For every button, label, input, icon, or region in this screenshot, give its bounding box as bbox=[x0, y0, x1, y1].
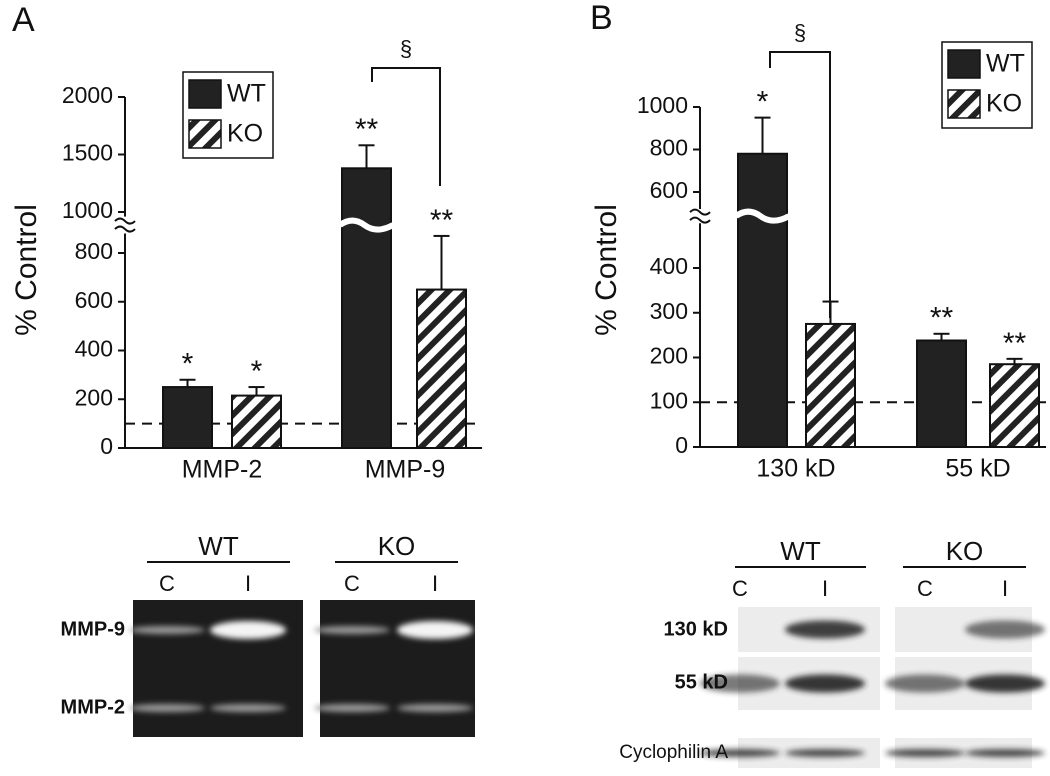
band bbox=[965, 620, 1045, 639]
legend-label: WT bbox=[227, 80, 266, 108]
y-tick-label: 400 bbox=[650, 253, 688, 279]
axis-break bbox=[689, 208, 711, 216]
row-label: 55 kD bbox=[675, 671, 728, 693]
band bbox=[785, 620, 865, 639]
band bbox=[700, 674, 780, 693]
bar bbox=[341, 167, 392, 450]
band bbox=[965, 749, 1045, 757]
lane-label: I bbox=[1002, 576, 1008, 601]
band bbox=[314, 626, 390, 634]
significance-mark: * bbox=[251, 355, 263, 388]
lane-label: C bbox=[917, 576, 933, 601]
band bbox=[965, 674, 1045, 693]
significance-mark: * bbox=[182, 348, 194, 381]
group-label: WT bbox=[198, 531, 239, 561]
y-tick-label: 1500 bbox=[62, 140, 113, 166]
bar bbox=[737, 152, 788, 448]
lane-label: I bbox=[432, 571, 438, 596]
legend-swatch bbox=[188, 119, 222, 149]
band bbox=[129, 704, 205, 712]
y-tick-label: 600 bbox=[75, 287, 113, 313]
y-tick-label: 800 bbox=[650, 135, 688, 161]
gel bbox=[320, 600, 475, 737]
row-label: MMP-9 bbox=[61, 618, 125, 640]
y-tick-label: 1000 bbox=[62, 197, 113, 223]
y-tick-label: 800 bbox=[75, 238, 113, 264]
axis-break bbox=[114, 225, 136, 233]
band bbox=[397, 621, 473, 639]
band bbox=[700, 749, 780, 757]
band bbox=[785, 674, 865, 693]
y-tick-label: 2000 bbox=[62, 82, 113, 108]
bar bbox=[805, 322, 856, 448]
lane-label: I bbox=[822, 576, 828, 601]
gel bbox=[133, 600, 303, 737]
axis-break bbox=[114, 217, 136, 225]
panel-label: B bbox=[590, 0, 613, 37]
y-axis-label: % Control bbox=[10, 204, 43, 336]
band bbox=[397, 704, 473, 712]
band bbox=[785, 749, 865, 757]
bar-break bbox=[734, 208, 791, 224]
legend-swatch bbox=[188, 79, 222, 109]
band bbox=[210, 704, 286, 712]
y-tick-label: 600 bbox=[650, 177, 688, 203]
lane-label: C bbox=[344, 571, 360, 596]
significance-mark: ** bbox=[930, 302, 954, 335]
significance-mark: * bbox=[757, 86, 769, 119]
y-tick-label: 200 bbox=[75, 384, 113, 410]
y-axis-label: % Control bbox=[590, 204, 623, 336]
y-tick-label: 1000 bbox=[637, 92, 688, 118]
legend-label: WT bbox=[986, 50, 1025, 78]
legend-swatch bbox=[947, 49, 981, 79]
significance-mark: ** bbox=[1003, 327, 1027, 360]
group-label: KO bbox=[378, 531, 416, 561]
y-tick-label: 400 bbox=[75, 336, 113, 362]
x-tick-label: MMP-9 bbox=[365, 456, 446, 484]
bar bbox=[916, 339, 967, 448]
lane-label: I bbox=[245, 571, 251, 596]
group-label: KO bbox=[946, 536, 984, 566]
lane-label: C bbox=[732, 576, 748, 601]
x-tick-label: MMP-2 bbox=[182, 456, 263, 484]
legend-label: KO bbox=[227, 120, 263, 148]
band bbox=[885, 749, 965, 757]
bar bbox=[231, 394, 282, 449]
group-label: WT bbox=[780, 536, 821, 566]
y-tick-label: 100 bbox=[650, 387, 688, 413]
legend-label: KO bbox=[986, 90, 1022, 118]
band bbox=[129, 626, 205, 634]
axis-break bbox=[689, 216, 711, 224]
row-label: Cyclophilin A bbox=[619, 742, 728, 763]
band bbox=[314, 704, 390, 712]
bracket bbox=[371, 67, 441, 186]
significance-mark: ** bbox=[355, 113, 379, 146]
row-label: 130 kD bbox=[664, 618, 729, 640]
bar bbox=[162, 386, 213, 449]
panel-label: A bbox=[12, 1, 35, 39]
y-tick-label: 0 bbox=[100, 433, 113, 459]
significance-mark: ** bbox=[430, 204, 454, 237]
band bbox=[885, 674, 965, 693]
y-tick-label: 0 bbox=[675, 432, 688, 458]
y-tick-label: 200 bbox=[650, 343, 688, 369]
x-tick-label: 130 kD bbox=[756, 455, 835, 483]
bar-break bbox=[338, 217, 395, 233]
bracket-label: § bbox=[794, 20, 806, 45]
x-tick-label: 55 kD bbox=[945, 455, 1010, 483]
bar bbox=[989, 363, 1040, 448]
row-label: MMP-2 bbox=[61, 696, 125, 718]
bar bbox=[416, 288, 467, 449]
bracket bbox=[769, 51, 831, 318]
y-tick-label: 300 bbox=[650, 298, 688, 324]
band bbox=[210, 621, 286, 639]
lane-label: C bbox=[159, 571, 175, 596]
legend-swatch bbox=[947, 89, 981, 119]
bracket-label: § bbox=[400, 36, 412, 61]
